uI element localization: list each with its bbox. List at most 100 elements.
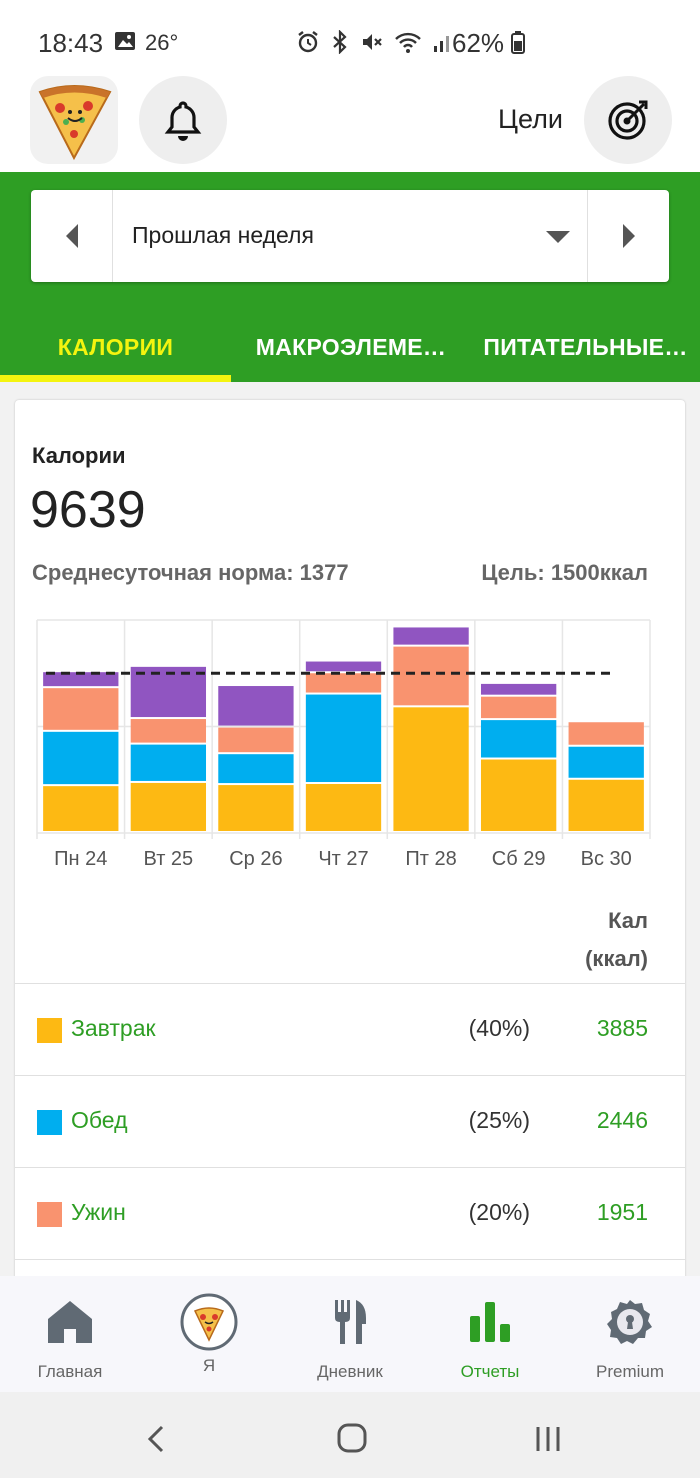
chart-bar-segment <box>43 688 119 730</box>
dropdown-arrow-icon[interactable] <box>545 230 571 249</box>
chevron-right-icon <box>622 224 635 248</box>
cutlery-icon <box>332 1296 368 1348</box>
meal-calories: 1951 <box>596 1199 648 1225</box>
nav-reports[interactable]: Отчеты <box>420 1276 560 1392</box>
chart-bar-segment <box>43 731 119 785</box>
meal-row-breakfast[interactable]: Завтрак (40%) 3885 <box>15 983 685 1075</box>
nav-label: Дневник <box>317 1362 383 1381</box>
daily-average: Среднесуточная норма: 1377 <box>32 560 349 585</box>
meal-row-dinner[interactable]: Ужин (20%) 1951 <box>15 1167 685 1259</box>
nav-label: Отчеты <box>460 1362 520 1381</box>
tab-nutrients[interactable]: ПИТАТЕЛЬНЫЕ… <box>483 333 688 360</box>
meal-row-next <box>15 1259 685 1300</box>
chart-bar-segment <box>568 746 644 778</box>
signal-icon <box>432 30 454 54</box>
meal-name: Обед <box>71 1107 128 1133</box>
card-title: Калории <box>32 443 126 468</box>
meal-calories: 3885 <box>596 1015 648 1041</box>
alarm-icon <box>296 30 320 54</box>
meal-row-lunch[interactable]: Обед (25%) 2446 <box>15 1075 685 1167</box>
avatar[interactable] <box>30 76 118 164</box>
chart-bar-segment <box>305 673 382 693</box>
bluetooth-icon <box>330 30 350 54</box>
next-period-button[interactable] <box>587 190 669 282</box>
chart-bar-segment <box>305 694 382 783</box>
chart-x-tick-label: Пт 28 <box>405 848 456 870</box>
lunch-color-swatch <box>37 1110 62 1135</box>
chart-bar-segment <box>480 696 557 719</box>
back-icon[interactable] <box>145 1424 167 1459</box>
chart-bar-segment <box>305 784 382 831</box>
tab-calories[interactable]: КАЛОРИИ <box>57 333 174 360</box>
chart-x-tick-label: Вс 30 <box>581 848 632 870</box>
chart-bar-segment <box>393 627 469 645</box>
calories-total: 9639 <box>30 481 146 539</box>
dinner-color-swatch <box>37 1202 62 1227</box>
chart-bar-segment <box>130 744 207 781</box>
chart-bar-segment <box>305 661 382 672</box>
meal-name: Ужин <box>71 1199 126 1225</box>
chart-bar-segment <box>480 720 557 758</box>
reports-chart-icon <box>468 1296 512 1348</box>
chart-x-tick-label: Пн 24 <box>54 848 107 870</box>
nav-label: Я <box>202 1356 216 1375</box>
chart-bar-segment <box>393 707 469 831</box>
calories-chart: Пн 24 Вт 25 Ср 26 Чт 27 Пт 28 Сб 29 Вс 30 <box>36 619 651 870</box>
home-button-icon[interactable] <box>336 1422 368 1459</box>
gallery-icon <box>114 30 136 57</box>
app-header: Цели <box>0 70 700 172</box>
chart-bar-segment <box>568 779 644 831</box>
status-temperature: 26° <box>145 30 179 55</box>
period-selector[interactable]: Прошлая неделя <box>31 190 669 282</box>
home-icon <box>46 1296 94 1348</box>
chart-x-tick-label: Чт 27 <box>318 848 368 870</box>
bottom-navigation: Главная Я Дневник <box>0 1276 700 1392</box>
bell-icon <box>164 101 202 141</box>
status-icons <box>296 30 454 54</box>
chart-bar-segment <box>130 782 207 831</box>
nav-premium[interactable]: Premium <box>560 1276 700 1392</box>
chart-bar-segment <box>393 646 469 706</box>
chart-x-tick-label: Ср 26 <box>229 848 282 870</box>
tab-macros[interactable]: МАКРОЭЛЕМЕ… <box>255 333 447 360</box>
status-time: 18:43 <box>38 28 104 58</box>
nav-label: Premium <box>595 1362 664 1381</box>
mute-icon <box>360 30 384 54</box>
chart-x-tick-label: Сб 29 <box>492 848 546 870</box>
recent-apps-icon[interactable] <box>533 1424 563 1459</box>
period-label[interactable]: Прошлая неделя <box>132 222 314 248</box>
breakfast-color-swatch <box>37 1018 62 1043</box>
meal-percent: (20%) <box>468 1199 530 1225</box>
chart-bar-segment <box>480 759 557 831</box>
nav-label: Главная <box>37 1362 103 1381</box>
battery-icon <box>510 30 526 59</box>
chart-bar-segment <box>568 722 644 745</box>
chart-bar-segment <box>130 719 207 743</box>
target-icon <box>608 100 648 140</box>
previous-period-button[interactable] <box>31 190 113 282</box>
column-header-line2: (ккал) <box>585 946 648 971</box>
profile-avatar-icon <box>180 1293 238 1351</box>
premium-badge-icon <box>606 1296 654 1348</box>
nav-diary[interactable]: Дневник <box>280 1276 420 1392</box>
meal-percent: (25%) <box>468 1107 530 1133</box>
wifi-icon <box>394 30 422 54</box>
notifications-button[interactable] <box>139 76 227 164</box>
column-header: Кал (ккал) <box>585 902 648 978</box>
chart-x-tick-label: Вт 25 <box>144 848 194 870</box>
calorie-goal: Цель: 1500ккал <box>481 560 648 585</box>
active-tab-indicator <box>0 375 231 382</box>
meal-calories: 2446 <box>596 1107 648 1133</box>
goals-label[interactable]: Цели <box>498 104 563 134</box>
pizza-avatar-icon <box>38 85 112 161</box>
nav-me[interactable]: Я <box>139 1276 279 1392</box>
report-tabs: КАЛОРИИ МАКРОЭЛЕМЕ… ПИТАТЕЛЬНЫЕ… <box>0 312 700 382</box>
chart-bar-segment <box>130 666 207 718</box>
chart-bar-segment <box>43 672 119 687</box>
chart-bar-segment <box>218 785 294 831</box>
meal-percent: (40%) <box>468 1015 530 1041</box>
column-header-line1: Кал <box>608 908 648 933</box>
chart-bar-segment <box>43 786 119 831</box>
goals-button[interactable] <box>584 76 672 164</box>
nav-home[interactable]: Главная <box>0 1276 140 1392</box>
